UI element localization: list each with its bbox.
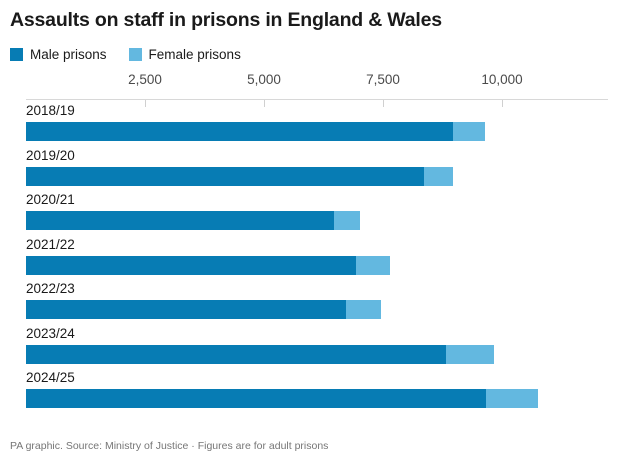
legend-swatch-male-prisons <box>10 48 23 61</box>
bar-segment-female-prisons <box>346 300 381 319</box>
bar-row: 2024/25 <box>0 367 640 412</box>
bar-rows: 2018/19 2019/20 2020/21 2021/22 2022/23 2023/… <box>0 100 640 412</box>
bar-segment-female-prisons <box>445 344 495 364</box>
bar-segment-male-prisons <box>26 122 454 141</box>
x-axis-label-10000: 10,000 <box>481 72 523 87</box>
bar-segment-male-prisons <box>26 166 424 186</box>
x-axis-tick-7500 <box>383 100 384 107</box>
plot-area: 2,500 5,000 7,500 10,000 2018/19 2019/20 2020… <box>0 72 640 430</box>
x-axis-tick-labels: 2,500 5,000 7,500 10,000 <box>0 72 640 96</box>
bar-segment-male-prisons <box>26 211 335 230</box>
bar-segment-male-prisons <box>26 255 356 275</box>
bar-row: 2023/24 <box>0 323 640 368</box>
bar-segment-female-prisons <box>485 389 538 408</box>
bar-row: 2019/20 <box>0 145 640 190</box>
bar-track <box>0 122 640 141</box>
bar-row: 2018/19 <box>0 100 640 145</box>
chart-title: Assaults on staff in prisons in England … <box>10 9 442 31</box>
x-axis-tick-5000 <box>264 100 265 107</box>
bar-segment-female-prisons <box>453 122 486 141</box>
x-axis-label-7500: 7,500 <box>366 72 400 87</box>
bar-row-label: 2022/23 <box>26 281 75 296</box>
legend-item-male-prisons: Male prisons <box>10 47 107 62</box>
bar-track <box>0 300 640 319</box>
bar-segment-male-prisons <box>26 389 486 408</box>
x-axis-label-5000: 5,000 <box>247 72 281 87</box>
bar-row-label: 2024/25 <box>26 370 75 385</box>
bar-segment-female-prisons <box>355 255 390 275</box>
bar-row: 2021/22 <box>0 234 640 279</box>
chart-footnote: PA graphic. Source: Ministry of Justice … <box>10 440 329 452</box>
bar-row: 2020/21 <box>0 189 640 234</box>
bar-track <box>0 166 640 186</box>
bar-track <box>0 389 640 408</box>
x-axis-tick-2500 <box>145 100 146 107</box>
chart-legend: Male prisons Female prisons <box>10 47 241 62</box>
bar-segment-male-prisons <box>26 344 446 364</box>
bar-segment-male-prisons <box>26 300 347 319</box>
bar-row-label: 2019/20 <box>26 147 75 163</box>
bar-track <box>0 344 640 364</box>
bar-track <box>0 255 640 275</box>
bar-row-label: 2023/24 <box>26 325 75 341</box>
bar-row-label: 2021/22 <box>26 236 75 252</box>
bar-row: 2022/23 <box>0 278 640 323</box>
legend-swatch-female-prisons <box>128 48 142 61</box>
bar-segment-female-prisons <box>423 166 454 186</box>
legend-label-male-prisons: Male prisons <box>30 47 107 62</box>
legend-label-female-prisons: Female prisons <box>148 47 241 62</box>
bar-segment-female-prisons <box>334 211 360 230</box>
bar-row-label: 2020/21 <box>26 192 75 207</box>
x-axis-tick-10000 <box>502 100 503 107</box>
x-axis-line <box>26 99 608 100</box>
legend-item-female-prisons: Female prisons <box>128 47 241 62</box>
bar-row-label: 2018/19 <box>26 103 75 118</box>
bar-track <box>0 211 640 230</box>
x-axis-label-2500: 2,500 <box>128 72 162 87</box>
